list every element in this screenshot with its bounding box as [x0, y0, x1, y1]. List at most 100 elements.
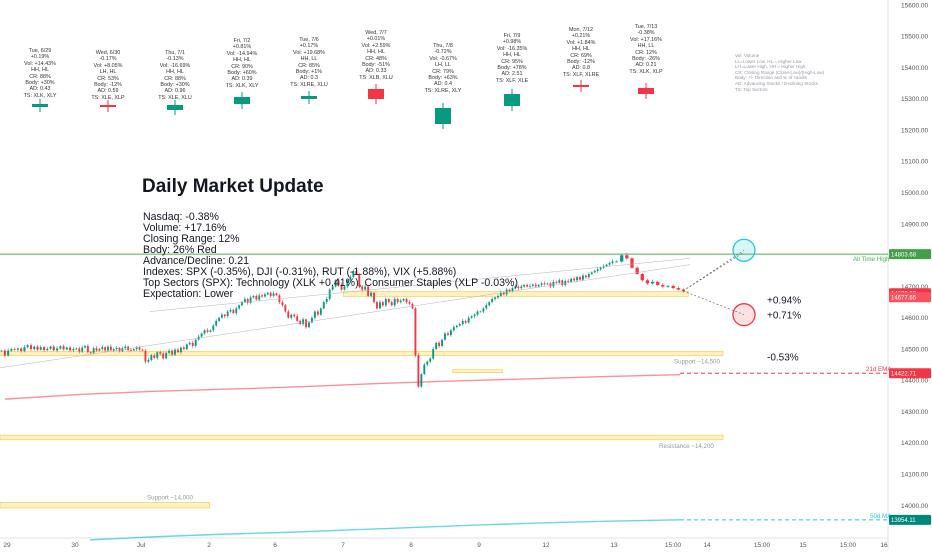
intraday-candle: [98, 349, 101, 351]
daily-candle-label-line: +0.98%: [502, 39, 522, 46]
intraday-candle: [373, 292, 375, 303]
intraday-candle: [452, 327, 455, 331]
intraday-candle: [590, 272, 593, 274]
update-line-body: Body: 26% Red: [143, 244, 217, 256]
intraday-candle: [65, 347, 68, 350]
intraday-candle: [405, 299, 408, 303]
intraday-candle: [101, 347, 104, 350]
intraday-candle: [605, 264, 608, 267]
daily-candle-label-line: HH, LL: [637, 43, 655, 50]
intraday-candle: [488, 302, 491, 306]
intraday-candle: [540, 283, 543, 285]
daily-candle-label-line: Vol: +1.84%: [566, 39, 596, 46]
last-price-badge-2-text: 14677.65: [891, 295, 917, 301]
legend-line: Body: +/- Direction and % of candle: [735, 75, 808, 81]
intraday-candle: [141, 349, 144, 351]
intraday-candle: [508, 289, 511, 292]
price-tick-label: 14900.00: [901, 221, 928, 228]
intraday-candle: [249, 297, 252, 303]
intraday-candle: [7, 350, 10, 356]
intraday-candle: [561, 280, 564, 285]
intraday-candle: [337, 280, 340, 285]
resistance-zone-14200: [0, 434, 724, 441]
intraday-candle: [511, 288, 514, 292]
time-tick-label: 29: [3, 542, 11, 549]
price-tick-label: 15200.00: [901, 127, 928, 134]
intraday-candle: [455, 325, 458, 328]
daily-candle-label-line: -0.13%: [166, 56, 184, 63]
daily-candle-label: Tue, 7/13 -0.38% Vol: +17.16% HH, LL CR: 12%…: [616, 24, 676, 75]
intraday-candle: [423, 364, 426, 375]
intraday-candle: [296, 316, 299, 321]
intraday-candle: [620, 255, 624, 262]
intraday-candle: [266, 292, 269, 295]
intraday-candle: [272, 293, 275, 296]
intraday-candle: [194, 339, 197, 346]
daily-candle-label-line: Body: -26%: [632, 56, 660, 63]
intraday-candle: [46, 348, 49, 351]
daily-candle-label-line: CR: 48%: [365, 55, 387, 62]
time-tick-label: 12: [542, 542, 550, 549]
intraday-candle: [608, 263, 611, 265]
daily-candle-body: [638, 88, 654, 94]
intraday-candle: [311, 317, 313, 323]
intraday-candle: [81, 347, 84, 352]
intraday-candle: [367, 286, 370, 296]
intraday-candle: [150, 355, 153, 361]
intraday-candle: [464, 320, 467, 323]
intraday-candle: [316, 311, 319, 315]
price-tick-label: 14200.00: [901, 440, 928, 447]
intraday-candle: [384, 299, 387, 306]
intraday-candle: [537, 284, 540, 287]
intraday-candle: [243, 299, 246, 303]
daily-candle-label-line: Vol: +19.68%: [293, 49, 325, 56]
intraday-candle: [107, 346, 109, 351]
intraday-candle: [206, 330, 209, 332]
trendline-upper: [149, 258, 691, 312]
daily-candle-label-line: AD: 2.51: [501, 71, 523, 78]
daily-candle-label: Thu, 7/1 -0.13% Vol: -16.69% HH, HL CR: 88% B…: [145, 50, 205, 101]
support-zone-14000: [0, 502, 210, 509]
intraday-candle: [112, 349, 115, 351]
price-tick-label: 14400.00: [901, 378, 928, 385]
intraday-candle: [293, 314, 296, 317]
intraday-candle: [302, 319, 305, 325]
time-tick-label: 16: [880, 542, 888, 549]
intraday-candle: [147, 360, 150, 362]
intraday-candle: [482, 308, 485, 312]
price-tick-label: 14100.00: [901, 471, 928, 478]
ema21-line: [4, 374, 681, 400]
daily-candle-label-line: -0.38%: [637, 30, 655, 37]
intraday-candle: [531, 284, 534, 286]
ath-price-badge-text: 14803.68: [891, 252, 917, 258]
intraday-candle: [3, 350, 6, 356]
intraday-candle: [220, 314, 223, 318]
intraday-candle: [10, 349, 13, 351]
intraday-candle: [132, 349, 135, 351]
daily-candle-label-line: TS: XLE, XLP: [91, 94, 125, 101]
daily-candle-label-line: CR: 90%: [231, 63, 253, 70]
daily-candle-label: Fri, 7/9 +0.98% Vol: -16.35% HH, HL CR: 95% B…: [482, 33, 542, 84]
intraday-candle: [0, 350, 3, 352]
ema21-badge: [889, 368, 931, 379]
daily-candle-label-line: Vol: -16.69%: [159, 62, 191, 69]
intraday-candle: [159, 352, 162, 354]
projection-label-053: -0.53%: [767, 353, 799, 364]
intraday-candle: [558, 280, 561, 283]
daily-candle-label-line: TS: XLK, XLY: [225, 82, 259, 89]
intraday-candle: [564, 280, 567, 285]
daily-candle-label-line: Body: -12%: [94, 82, 122, 89]
intraday-candle: [261, 295, 264, 297]
intraday-candle: [467, 317, 470, 323]
intraday-candle: [379, 302, 381, 309]
daily-candle-label-line: AD: 0.3: [300, 75, 318, 82]
daily-candle-label-line: HH, HL: [31, 67, 49, 74]
intraday-candle: [308, 322, 310, 328]
trendline-lower: [0, 264, 691, 369]
intraday-candle: [42, 347, 46, 351]
projection-line-up-2: [682, 251, 745, 292]
daily-candle-label-line: Vol: -14.94%: [226, 50, 258, 57]
intraday-candle: [20, 348, 23, 351]
intraday-candle: [526, 284, 528, 287]
